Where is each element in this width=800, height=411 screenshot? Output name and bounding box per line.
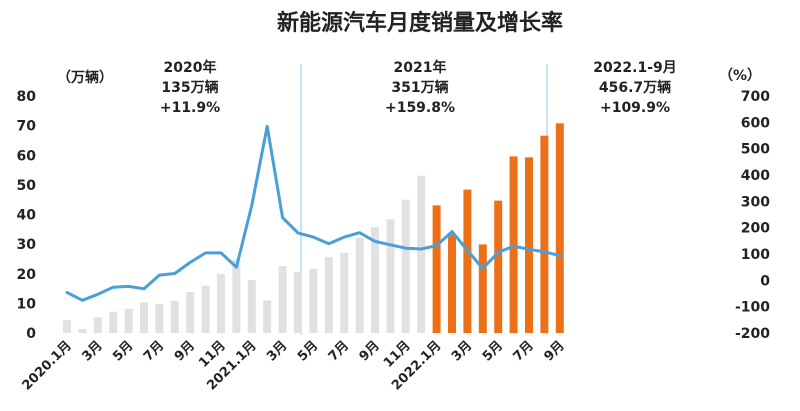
bar-2021-09 <box>371 227 379 333</box>
left-tick-label: 0 <box>26 326 36 342</box>
bar-2020-08 <box>170 300 179 333</box>
bar-2022-04 <box>478 244 487 333</box>
right-tick-label: 0 <box>760 273 770 289</box>
bar-2021-04 <box>294 272 302 333</box>
bar-2022-03 <box>463 189 472 333</box>
bar-2021-03 <box>278 266 287 333</box>
left-tick-label: 30 <box>17 237 37 253</box>
annotation-2022: 2022.1-9月 456.7万辆 +109.9% <box>593 60 677 116</box>
right-axis-ticks: -200 -100 0 100 200 300 400 500 600 700 <box>735 89 770 342</box>
bar-2020-04 <box>109 311 118 333</box>
x-tick-label: 9月 <box>541 338 567 364</box>
bar-2021-10 <box>386 219 395 333</box>
chart-title: 新能源汽车月度销量及增长率 <box>277 10 563 36</box>
left-axis-ticks: 0 10 20 30 40 50 60 70 80 <box>17 89 37 342</box>
bar-2022-02 <box>448 234 456 333</box>
bar-2021-02 <box>263 300 272 333</box>
left-axis-unit: （万辆） <box>57 69 113 86</box>
x-tick-label: 9月 <box>357 338 383 364</box>
annotation-2021-total: 351万辆 <box>391 79 448 96</box>
bar-2021-11 <box>401 199 410 333</box>
left-tick-label: 60 <box>17 148 37 164</box>
x-tick-label: 7月 <box>141 338 167 364</box>
left-tick-label: 10 <box>17 296 37 312</box>
annotation-2021-growth: +159.8% <box>385 100 455 116</box>
right-tick-label: -100 <box>735 300 770 316</box>
bar-2021-01 <box>247 280 256 333</box>
right-tick-label: 100 <box>741 247 770 263</box>
bar-2020-12 <box>232 259 241 333</box>
x-tick-label: 3月 <box>264 338 290 364</box>
left-tick-label: 50 <box>17 178 37 194</box>
bar-2020-03 <box>93 317 102 333</box>
annotation-2021-year: 2021年 <box>394 59 447 76</box>
annotation-2021: 2021年 351万辆 +159.8% <box>385 59 455 116</box>
annotation-2020-total: 135万辆 <box>161 79 218 96</box>
annotation-2022-total: 456.7万辆 <box>599 79 671 96</box>
x-tick-label: 3月 <box>79 338 105 364</box>
bar-2021-07 <box>340 252 349 333</box>
bar-2020-07 <box>155 304 164 333</box>
x-tick-label: 5月 <box>480 338 506 364</box>
bar-2022-09 <box>555 123 564 333</box>
bar-2020-10 <box>201 285 210 333</box>
bar-2021-08 <box>355 237 364 333</box>
x-tick-label: 7月 <box>511 338 537 364</box>
bar-2020-11 <box>217 273 225 334</box>
bar-2021-12 <box>417 175 426 333</box>
right-tick-label: 300 <box>741 194 770 210</box>
right-tick-label: 600 <box>741 115 770 131</box>
right-tick-label: 400 <box>741 168 770 184</box>
right-tick-label: 200 <box>741 221 770 237</box>
x-tick-label: 7月 <box>326 338 352 364</box>
bar-2020-05 <box>124 308 133 333</box>
bar-2022-01 <box>432 205 441 333</box>
left-tick-label: 20 <box>17 267 37 283</box>
annotation-2020: 2020年 135万辆 +11.9% <box>160 59 220 116</box>
x-tick-label: 5月 <box>295 338 321 364</box>
right-axis-unit: （%） <box>719 68 761 84</box>
bar-series <box>63 123 564 334</box>
growth-rate-line <box>65 124 562 302</box>
left-tick-label: 40 <box>17 208 37 224</box>
bar-2022-08 <box>540 135 549 333</box>
annotation-2020-growth: +11.9% <box>160 100 220 116</box>
growth-line-series <box>65 124 562 302</box>
x-tick-label: 2020.1月 <box>20 338 75 393</box>
left-tick-label: 70 <box>17 119 37 135</box>
bar-2020-06 <box>140 302 148 333</box>
annotation-2022-growth: +109.9% <box>600 100 670 116</box>
bar-2022-05 <box>494 200 503 333</box>
bar-2021-06 <box>324 257 333 333</box>
bar-2020-09 <box>186 292 195 333</box>
x-tick-label: 9月 <box>172 338 198 364</box>
bar-2021-05 <box>309 268 318 333</box>
bar-2020-01 <box>63 320 71 333</box>
annotation-2020-year: 2020年 <box>164 59 217 76</box>
x-tick-label: 3月 <box>449 338 475 364</box>
right-tick-label: -200 <box>735 326 770 342</box>
bar-2020-02 <box>78 329 87 333</box>
bar-2022-07 <box>525 157 533 333</box>
annotation-2022-year: 2022.1-9月 <box>593 60 677 76</box>
left-tick-label: 80 <box>17 89 37 105</box>
right-tick-label: 500 <box>741 142 770 158</box>
x-tick-label: 5月 <box>110 338 136 364</box>
right-tick-label: 700 <box>741 89 770 105</box>
